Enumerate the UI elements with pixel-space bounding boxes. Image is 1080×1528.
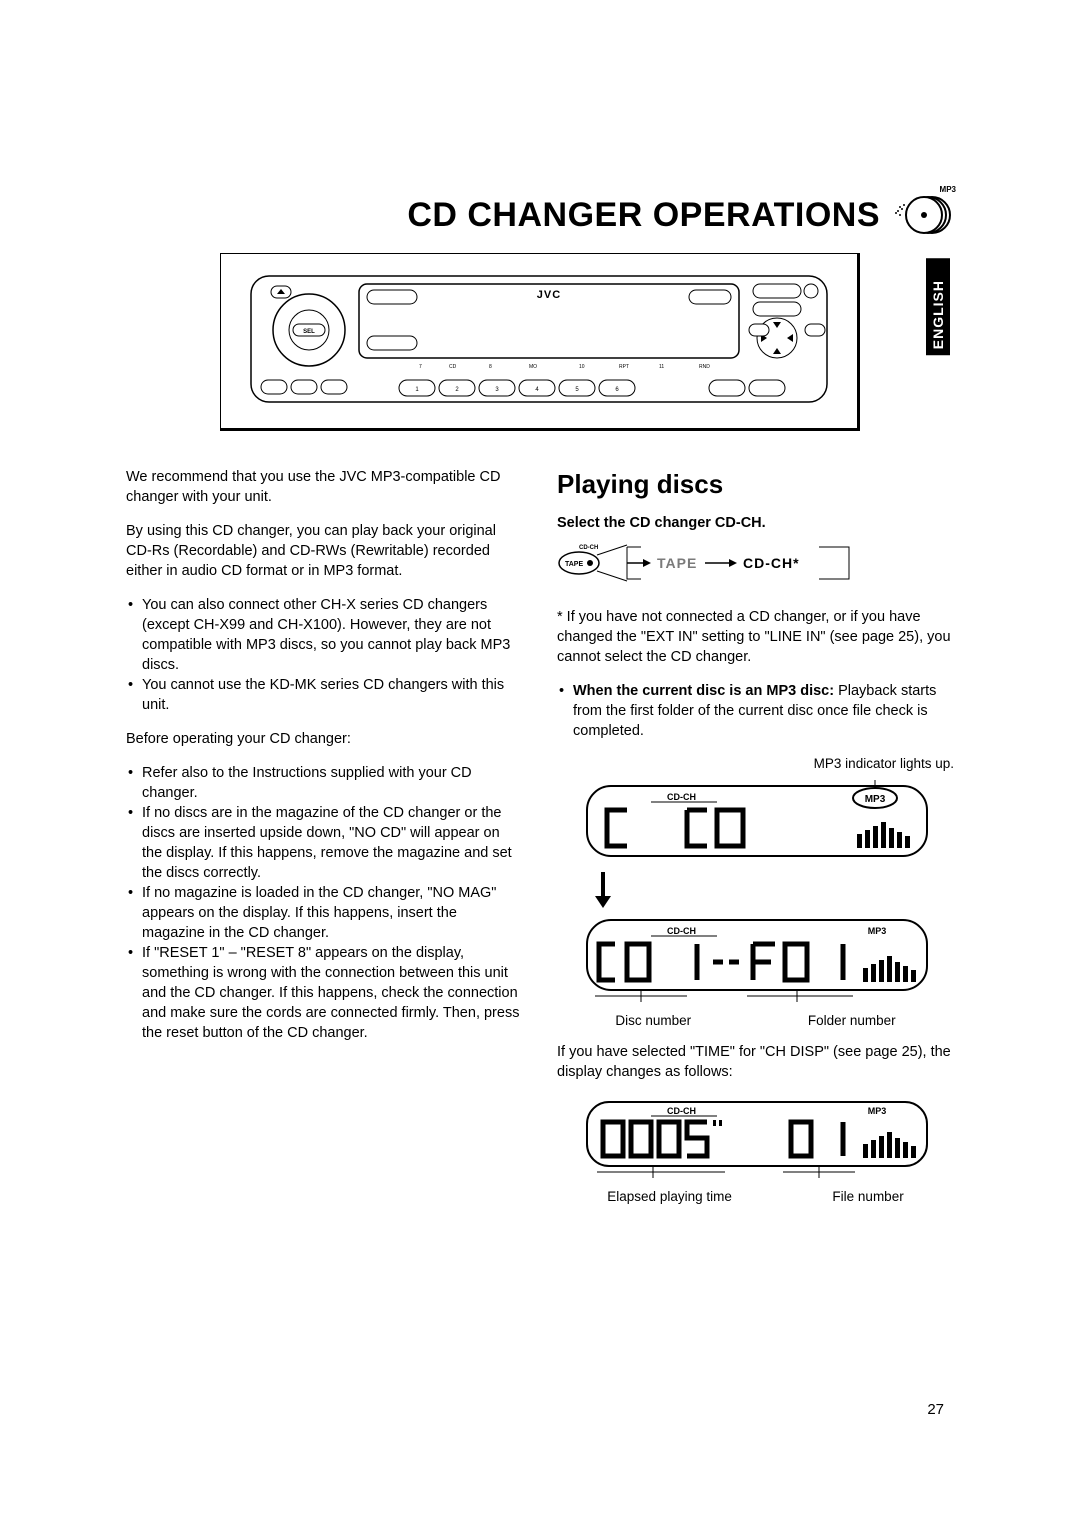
svg-text:CD: CD [449,364,457,370]
svg-text:CD-CH: CD-CH [667,926,696,936]
footnote-star: * If you have not connected a CD changer… [557,607,954,667]
svg-text:RND: RND [699,364,710,370]
svg-text:MP3: MP3 [865,794,886,805]
svg-text:MP3: MP3 [868,1106,887,1116]
list-item: If "RESET 1" – "RESET 8" appears on the … [126,943,523,1043]
mp3-bullet-label: When the current disc is an MP3 disc: [573,683,834,699]
step-title: Select the CD changer CD-CH. [557,513,954,533]
caption-folder-number: Folder number [808,1012,896,1031]
time-note: If you have selected "TIME" for "CH DISP… [557,1042,954,1082]
title-row: CD CHANGER OPERATIONS MP3 [126,195,954,235]
svg-text:CD-CH: CD-CH [667,792,696,802]
svg-text:MO: MO [529,364,537,370]
svg-text:10: 10 [579,364,585,370]
caption-file-number: File number [832,1188,903,1207]
list-item: If no discs are in the magazine of the C… [126,803,523,883]
mp3-bullet: When the current disc is an MP3 disc: Pl… [557,681,954,741]
car-stereo-illustration: SEL JVC [245,274,833,404]
arrow-down-icon [593,872,954,914]
page-number: 27 [927,1401,944,1418]
mp3-tag: MP3 [940,185,956,194]
svg-text:CD-CH: CD-CH [579,545,598,551]
cd-stack-icon: MP3 [894,195,954,235]
language-tab: ENGLISH [926,258,950,355]
svg-text:MP3: MP3 [868,926,887,936]
svg-text:CD-CH: CD-CH [667,1106,696,1116]
lcd-display-1: CD-CH MP3 [557,780,954,868]
caption-elapsed-time: Elapsed playing time [607,1188,732,1207]
mp3-indicator-caption: MP3 indicator lights up. [557,755,954,774]
svg-text:CD-CH*: CD-CH* [743,555,800,571]
paragraph-2: By using this CD changer, you can play b… [126,521,523,581]
intro-paragraph: We recommend that you use the JVC MP3-co… [126,467,523,507]
paragraph-3: Before operating your CD changer: [126,729,523,749]
source-sequence-diagram: CD-CH TAPE TAPE CD-CH* [557,541,954,591]
list-item: You cannot use the KD-MK series CD chang… [126,675,523,715]
manual-page: ENGLISH CD CHANGER OPERATIONS MP3 [0,0,1080,1528]
display2-captions: Disc number Folder number [557,1012,954,1031]
lcd-display-3: CD-CH MP3 [557,1096,954,1207]
svg-text:JVC: JVC [537,289,561,301]
svg-text:TAPE: TAPE [565,561,583,568]
svg-text:11: 11 [659,364,664,370]
stereo-figure: SEL JVC [220,253,860,431]
right-column: Playing discs Select the CD changer CD-C… [557,467,954,1217]
svg-text:RPT: RPT [619,364,629,370]
bullet-list-a: You can also connect other CH-X series C… [126,595,523,715]
list-item: If no magazine is loaded in the CD chang… [126,883,523,943]
caption-disc-number: Disc number [615,1012,691,1031]
list-item: You can also connect other CH-X series C… [126,595,523,675]
left-column: We recommend that you use the JVC MP3-co… [126,467,523,1217]
svg-text:TAPE: TAPE [657,555,697,571]
svg-text:8: 8 [489,364,492,370]
display3-captions: Elapsed playing time File number [557,1188,954,1207]
lcd-display-2: CD-CH MP3 [557,914,954,1031]
content-columns: We recommend that you use the JVC MP3-co… [126,467,954,1217]
svg-text:7: 7 [419,364,422,370]
section-title: Playing discs [557,467,954,503]
list-item: Refer also to the Instructions supplied … [126,763,523,803]
list-item: When the current disc is an MP3 disc: Pl… [557,681,954,741]
svg-text:SEL: SEL [303,329,315,335]
page-title: CD CHANGER OPERATIONS [407,196,880,235]
bullet-list-b: Refer also to the Instructions supplied … [126,763,523,1043]
